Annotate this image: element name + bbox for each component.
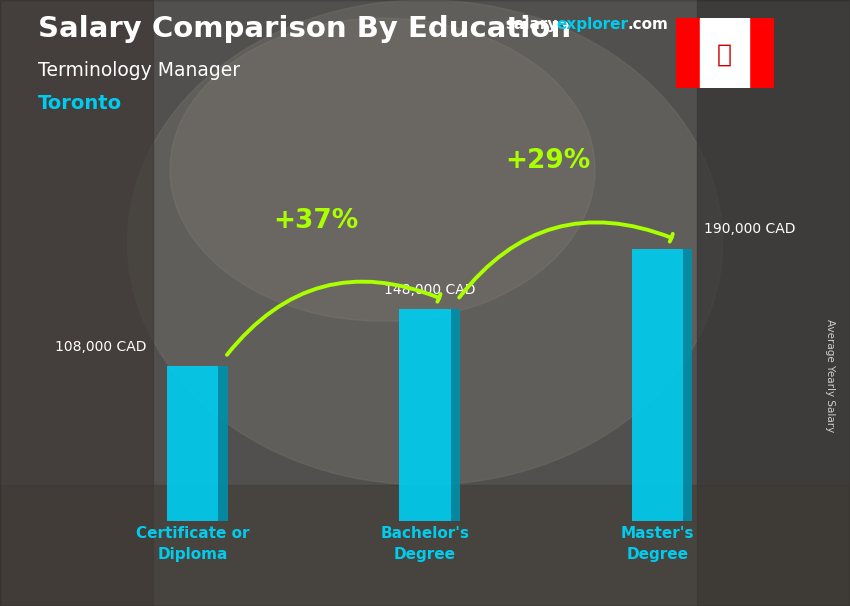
Text: salary: salary: [506, 17, 558, 32]
Text: 108,000 CAD: 108,000 CAD: [54, 340, 146, 354]
Text: 190,000 CAD: 190,000 CAD: [704, 222, 796, 236]
Bar: [676, 18, 700, 88]
FancyBboxPatch shape: [400, 309, 451, 521]
Ellipse shape: [170, 18, 595, 321]
Text: 148,000 CAD: 148,000 CAD: [384, 282, 475, 296]
Polygon shape: [218, 367, 228, 521]
Bar: [0, 0, 153, 606]
FancyBboxPatch shape: [632, 249, 683, 521]
Text: +37%: +37%: [273, 208, 359, 234]
Text: explorer: explorer: [557, 17, 629, 32]
Ellipse shape: [128, 0, 722, 485]
Text: +29%: +29%: [506, 148, 591, 174]
Text: Toronto: Toronto: [38, 94, 122, 113]
Text: Terminology Manager: Terminology Manager: [38, 61, 241, 79]
Bar: [0, 485, 850, 606]
Text: 🍁: 🍁: [717, 42, 732, 67]
FancyBboxPatch shape: [167, 367, 218, 521]
Polygon shape: [683, 249, 692, 521]
Text: Average Yearly Salary: Average Yearly Salary: [824, 319, 835, 432]
Bar: [697, 0, 850, 606]
Bar: [749, 18, 774, 88]
Text: Salary Comparison By Education: Salary Comparison By Education: [38, 15, 571, 43]
Bar: [700, 18, 749, 88]
Text: .com: .com: [627, 17, 668, 32]
Polygon shape: [450, 309, 460, 521]
